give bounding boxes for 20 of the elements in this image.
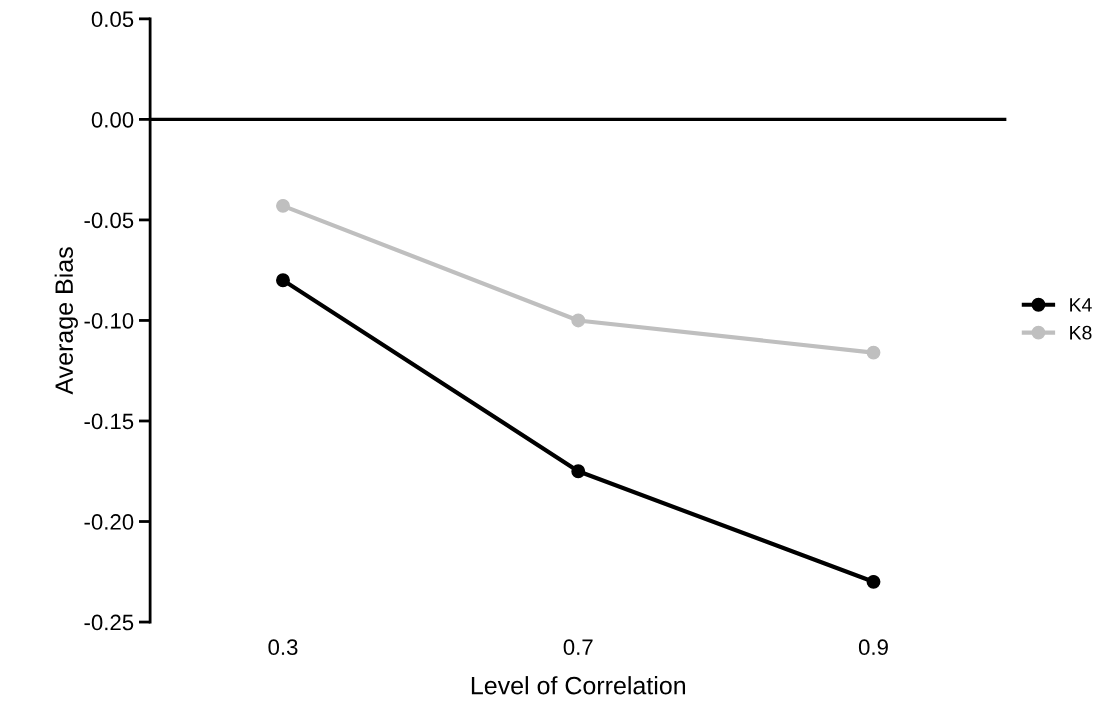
- y-tick-label: -0.25: [84, 614, 134, 631]
- y-tick-label: -0.20: [84, 514, 134, 530]
- y-tick-label: -0.15: [84, 413, 134, 430]
- x-tick-label: 0.3: [268, 639, 298, 656]
- point: [866, 574, 881, 589]
- x-tick-label: 0.7: [563, 639, 593, 656]
- y-tick-label: 0.00: [91, 111, 134, 128]
- point: [571, 313, 586, 328]
- legend-label: K8: [1070, 325, 1092, 340]
- legend-label: K4: [1070, 298, 1092, 312]
- y-tick-label: -0.10: [84, 312, 134, 329]
- point: [866, 345, 881, 360]
- y-tick-label: -0.05: [84, 212, 134, 229]
- x-tick-label: 0.9: [858, 639, 888, 656]
- point: [276, 198, 290, 213]
- x-axis-title: Level of Correlation: [471, 676, 686, 695]
- point: [571, 464, 586, 479]
- y-axis-title: Average Bias: [54, 247, 78, 395]
- y-tick-label: 0.05: [91, 11, 134, 28]
- point: [276, 273, 290, 288]
